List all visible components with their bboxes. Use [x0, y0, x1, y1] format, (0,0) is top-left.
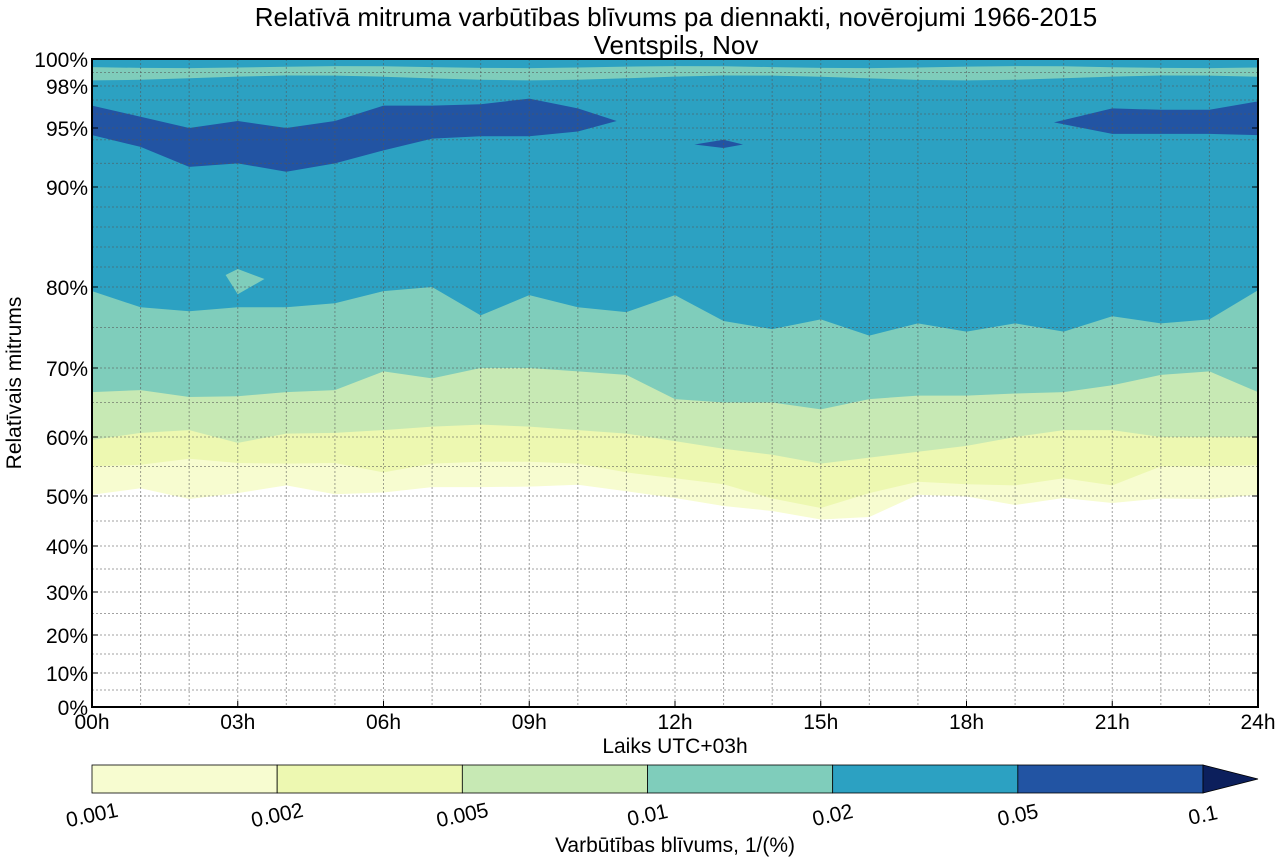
contour-blob-0.05	[694, 139, 744, 149]
colorbar-segment	[276, 764, 463, 794]
contour-band-0.05-segment-2	[1054, 101, 1258, 136]
colorbar: 0.001 0.002 0.005 0.01 0.02 0.05 0.1	[64, 764, 1259, 832]
x-axis-label: Laiks UTC+03h	[602, 735, 747, 758]
colorbar-segment	[832, 764, 1019, 794]
colorbar-tick-label: 0.005	[434, 799, 490, 832]
y-tick-label: 98%	[46, 76, 88, 99]
y-tick-label: 10%	[46, 663, 88, 686]
x-tick-label: 03h	[220, 711, 255, 734]
contour-band-0.05-segment-1	[92, 98, 617, 172]
x-axis: 00h 03h 06h 09h 12h 15h 18h 21h 24h	[74, 701, 1276, 734]
y-tick-label: 40%	[46, 536, 88, 559]
x-tick-label: 24h	[1240, 711, 1275, 734]
x-tick-label: 06h	[366, 711, 401, 734]
grid-lines	[92, 59, 1258, 707]
y-tick-label: 50%	[46, 486, 88, 509]
colorbar-tick-label: 0.002	[249, 799, 305, 832]
y-tick-label: 100%	[34, 49, 88, 72]
y-tick-label: 60%	[46, 427, 88, 450]
colorbar-label: Varbūtības blīvums, 1/(%)	[555, 834, 795, 857]
plot-area	[91, 58, 1259, 708]
colorbar-tick-label: 0.01	[625, 800, 670, 831]
colorbar-extend-arrow	[1202, 764, 1259, 794]
colorbar-segment	[91, 764, 278, 794]
y-tick-label: 30%	[46, 582, 88, 605]
colorbar-segment	[461, 764, 648, 794]
contour-blob-0.01	[225, 269, 265, 295]
y-tick-label: 95%	[46, 118, 88, 141]
x-tick-label: 21h	[1095, 711, 1130, 734]
x-tick-label: 09h	[512, 711, 547, 734]
y-tick-label: 0%	[58, 697, 88, 720]
x-tick-label: 15h	[803, 711, 838, 734]
y-tick-label: 70%	[46, 358, 88, 381]
y-axis: 0% 10% 20% 30% 40% 50% 60% 70% 80% 90% 95% 98% 100%	[34, 49, 1258, 720]
y-tick-label: 80%	[46, 277, 88, 300]
colorbar-tick-label: 0.05	[996, 800, 1041, 831]
colorbar-segment	[647, 764, 834, 794]
x-tick-label: 18h	[949, 711, 984, 734]
colorbar-tick-label: 0.02	[810, 800, 855, 831]
colorbar-tick-label: 0.1	[1186, 801, 1219, 830]
chart-subtitle: Ventspils, Nov	[594, 30, 759, 60]
y-tick-label: 90%	[46, 177, 88, 200]
colorbar-segment	[1017, 764, 1204, 794]
x-tick-label: 12h	[657, 711, 692, 734]
y-tick-label: 20%	[46, 625, 88, 648]
x-tick-label: 00h	[74, 711, 109, 734]
y-axis-label: Relatīvais mitrums	[3, 297, 26, 470]
chart-title: Relatīvā mitruma varbūtības blīvums pa d…	[255, 2, 1098, 32]
colorbar-tick-label: 0.001	[64, 799, 120, 832]
